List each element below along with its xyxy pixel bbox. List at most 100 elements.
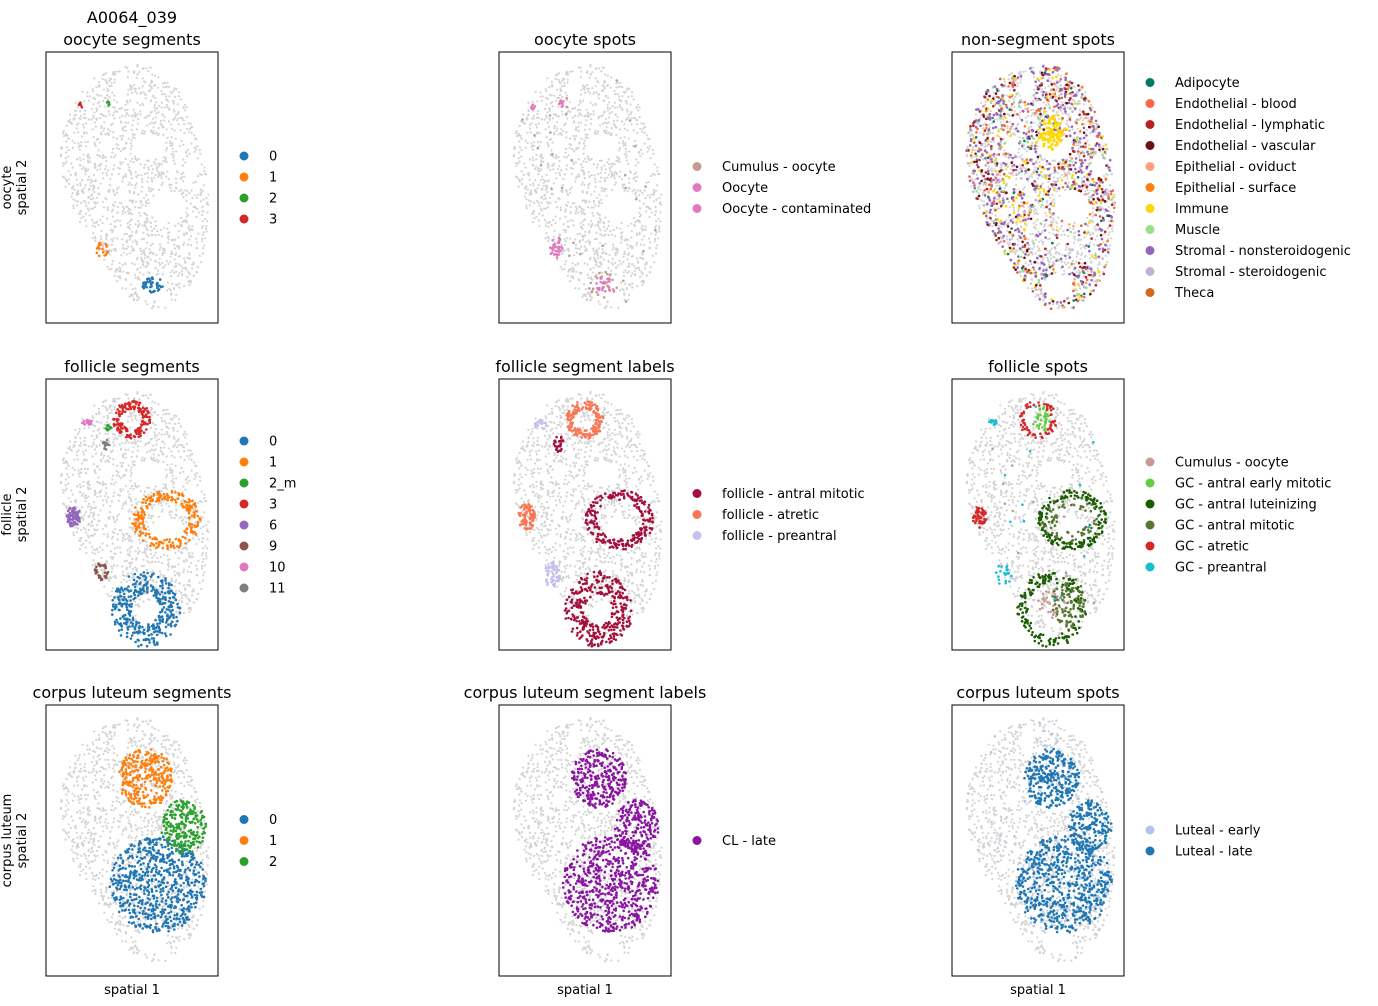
spot-point [620,178,623,181]
spot-point [188,238,191,241]
spot-point [143,163,147,166]
spot-point [650,193,653,196]
spot-point [596,172,600,176]
spot-point [548,109,552,112]
spot-point [140,238,144,241]
spot-point [983,200,986,203]
spot-point [154,259,157,262]
spot-point [966,162,970,165]
legend-label: 3 [269,213,277,228]
spot-point [996,134,999,138]
spot-point [102,99,105,102]
spot-point [178,272,181,275]
spot-point [160,89,163,93]
spot-point [532,210,536,213]
spot-point [128,181,131,184]
spot-point [1056,66,1059,69]
spot-point [122,175,125,178]
spot-point [543,118,546,121]
spot-point [628,150,631,153]
legend-marker [239,193,249,203]
spot-point [573,137,577,140]
spot-point [1012,98,1016,101]
spot-point [1080,224,1083,227]
spot-point [517,178,520,181]
spot-point [1036,139,1039,142]
spot-point [1111,230,1114,233]
spot-point [518,160,521,163]
spot-point [631,282,634,285]
spot-point [1036,173,1039,176]
spot-point [166,106,169,109]
spot-point [125,112,129,115]
spot-point [139,199,142,203]
spot-point [596,80,599,83]
spot-point [630,95,634,98]
spot-point [1029,109,1033,112]
spot-point [76,106,79,109]
spot-point [571,107,574,110]
spot-point [92,136,95,139]
spot-point [191,126,194,129]
spot-point [1024,116,1027,119]
spot-point [1098,215,1102,218]
spot-point [1094,150,1097,154]
spot-point [196,271,199,274]
spot-point [551,83,554,87]
spot-point [533,167,537,170]
spot-point [131,157,134,160]
spot-point [151,73,154,76]
spot-point [618,175,621,178]
spot-point [1080,282,1084,286]
spot-point [983,194,987,197]
spot-point [1042,269,1045,272]
spot-point [154,173,157,176]
spot-point [183,189,186,192]
spot-point [649,207,652,211]
spot-point [978,204,981,207]
spot-point [126,108,129,111]
spot-point [640,270,643,273]
spot-point [577,211,580,214]
spot-point [1052,221,1055,224]
spot-point [996,218,999,221]
spot-point [992,113,996,117]
spot-point [1002,181,1006,184]
spot-point [168,85,171,89]
spot-point [142,273,145,276]
spot-point [103,121,106,124]
spot-point [589,122,592,125]
spot-point [181,221,184,224]
spot-point [116,211,119,214]
spot-point [569,166,573,169]
spot-point [171,142,174,145]
spot-point [540,118,544,121]
spot-point [1072,299,1075,302]
spot-point [648,241,652,244]
spot-point [157,261,160,264]
spot-point [111,91,114,94]
spot-point [1066,80,1069,84]
spot-point [533,217,536,220]
spot-point [604,270,607,274]
spot-point [609,169,612,172]
spot-point [615,86,618,89]
spot-point [594,204,597,207]
spot-point [167,262,170,265]
spot-point [184,260,187,263]
spot-point [1038,164,1042,168]
spot-point [590,157,593,161]
spot-point [651,148,655,151]
spot-point [97,186,100,190]
spot-point [583,213,587,216]
spot-point [1042,295,1045,298]
spot-point [176,103,179,106]
spot-point [1039,192,1042,195]
spot-point [1053,159,1056,162]
spot-point [990,122,994,125]
spot-point [540,209,543,212]
spot-point [577,66,580,69]
spot-point [634,221,637,224]
spot-point [557,115,561,118]
spot-point [1007,156,1011,159]
